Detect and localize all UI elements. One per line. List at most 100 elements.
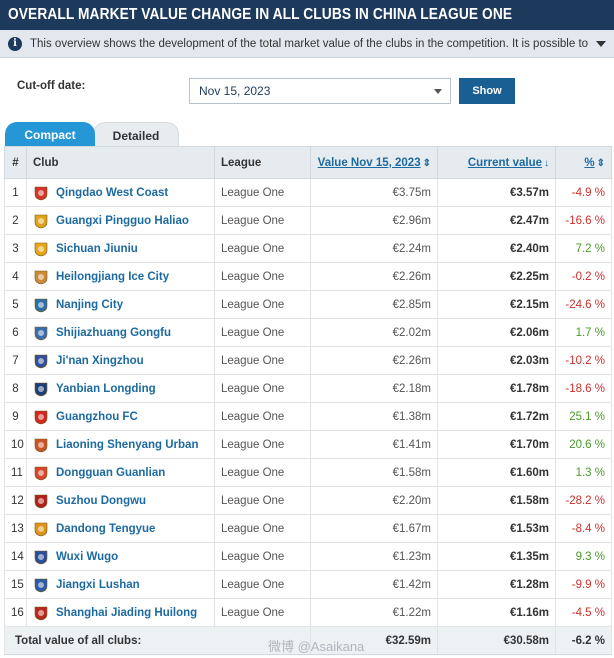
pct-change-cell: 25.1 % xyxy=(555,402,612,431)
show-button[interactable]: Show xyxy=(459,78,515,104)
pct-change-cell: -9.9 % xyxy=(555,570,612,599)
rank-cell: 7 xyxy=(4,346,27,375)
table-row: 3 Sichuan Jiuniu League One €2.24m €2.40m 7.2… xyxy=(4,234,612,263)
club-crest-icon[interactable] xyxy=(33,549,49,565)
header-value-sort[interactable]: Value Nov 15, 2023 ⇕ xyxy=(310,146,438,179)
header-current-sort[interactable]: Current value ↓ xyxy=(437,146,556,179)
table-row: 14 Wuxi Wugo League One €1.23m €1.35m 9.3 % xyxy=(4,542,612,571)
value-cell: €1.22m xyxy=(310,598,438,627)
current-value-cell: €1.28m xyxy=(437,570,556,599)
header-league: League xyxy=(214,146,311,179)
value-cell: €2.24m xyxy=(310,234,438,263)
league-cell: League One xyxy=(214,514,311,543)
current-value-cell: €2.47m xyxy=(437,206,556,235)
club-link[interactable]: Qingdao West Coast xyxy=(56,186,169,199)
page-title: OVERALL MARKET VALUE CHANGE IN ALL CLUBS… xyxy=(0,0,614,30)
tab-detailed[interactable]: Detailed xyxy=(93,122,179,148)
value-cell: €1.67m xyxy=(310,514,438,543)
table-row: 8 Yanbian Longding League One €2.18m €1.78m -… xyxy=(4,374,612,403)
value-cell: €2.02m xyxy=(310,318,438,347)
rank-cell: 6 xyxy=(4,318,27,347)
club-crest-icon[interactable] xyxy=(33,465,49,481)
club-cell: Suzhou Dongwu xyxy=(26,486,215,515)
current-value-cell: €2.40m xyxy=(437,234,556,263)
header-value-label: Value Nov 15, 2023 xyxy=(317,156,421,169)
tab-compact[interactable]: Compact xyxy=(5,122,95,148)
rank-cell: 2 xyxy=(4,206,27,235)
club-crest-icon[interactable] xyxy=(33,409,49,425)
club-link[interactable]: Liaoning Shenyang Urban xyxy=(56,438,199,451)
club-crest-icon[interactable] xyxy=(33,269,49,285)
pct-change-cell: 1.7 % xyxy=(555,318,612,347)
club-cell: Yanbian Longding xyxy=(26,374,215,403)
club-cell: Dongguan Guanlian xyxy=(26,458,215,487)
club-link[interactable]: Dandong Tengyue xyxy=(56,522,156,535)
pct-change-cell: -4.5 % xyxy=(555,598,612,627)
league-cell: League One xyxy=(214,458,311,487)
value-cell: €2.85m xyxy=(310,290,438,319)
table-row: 15 Jiangxi Lushan League One €1.42m €1.28m -9… xyxy=(4,570,612,599)
club-link[interactable]: Guangzhou FC xyxy=(56,410,138,423)
table-row: 4 Heilongjiang Ice City League One €2.26m €2… xyxy=(4,262,612,291)
current-value-cell: €1.72m xyxy=(437,402,556,431)
club-link[interactable]: Dongguan Guanlian xyxy=(56,466,166,479)
chevron-down-icon[interactable] xyxy=(596,40,606,47)
rank-cell: 14 xyxy=(4,542,27,571)
club-link[interactable]: Wuxi Wugo xyxy=(56,550,119,563)
value-cell: €1.38m xyxy=(310,402,438,431)
club-link[interactable]: Suzhou Dongwu xyxy=(56,494,147,507)
club-crest-icon[interactable] xyxy=(33,297,49,313)
club-crest-icon[interactable] xyxy=(33,325,49,341)
header-pct-label: % xyxy=(584,156,595,169)
club-cell: Liaoning Shenyang Urban xyxy=(26,430,215,459)
club-link[interactable]: Ji'nan Xingzhou xyxy=(56,354,144,367)
club-crest-icon[interactable] xyxy=(33,437,49,453)
info-text: This overview shows the development of t… xyxy=(30,37,588,50)
club-crest-icon[interactable] xyxy=(33,381,49,397)
club-crest-icon[interactable] xyxy=(33,521,49,537)
table-row: 6 Shijiazhuang Gongfu League One €2.02m €2.0… xyxy=(4,318,612,347)
pct-change-cell: 20.6 % xyxy=(555,430,612,459)
club-crest-icon[interactable] xyxy=(33,241,49,257)
club-crest-icon[interactable] xyxy=(33,577,49,593)
club-cell: Heilongjiang Ice City xyxy=(26,262,215,291)
club-crest-icon[interactable] xyxy=(33,185,49,201)
sort-icon: ⇕ xyxy=(596,157,605,169)
value-cell: €2.18m xyxy=(310,374,438,403)
rank-cell: 9 xyxy=(4,402,27,431)
current-value-cell: €1.35m xyxy=(437,542,556,571)
pct-change-cell: 1.3 % xyxy=(555,458,612,487)
club-link[interactable]: Nanjing City xyxy=(56,298,124,311)
table-row: 2 Guangxi Pingguo Haliao League One €2.96m €… xyxy=(4,206,612,235)
table-header-row: # Club League Value Nov 15, 2023 ⇕ Curren… xyxy=(4,146,612,179)
header-pct-sort[interactable]: % ⇕ xyxy=(555,146,612,179)
club-crest-icon[interactable] xyxy=(33,353,49,369)
league-cell: League One xyxy=(214,206,311,235)
current-value-cell: €1.58m xyxy=(437,486,556,515)
pct-change-cell: -8.4 % xyxy=(555,514,612,543)
current-value-cell: €1.78m xyxy=(437,374,556,403)
club-link[interactable]: Shijiazhuang Gongfu xyxy=(56,326,171,339)
table-row: 10 Liaoning Shenyang Urban League One €1.41… xyxy=(4,430,612,459)
club-crest-icon[interactable] xyxy=(33,493,49,509)
info-bar[interactable]: i This overview shows the development of… xyxy=(0,30,614,58)
cutoff-date-select[interactable]: Nov 15, 2023 xyxy=(189,78,451,104)
current-value-cell: €2.25m xyxy=(437,262,556,291)
club-link[interactable]: Heilongjiang Ice City xyxy=(56,270,170,283)
info-icon: i xyxy=(8,36,22,51)
pct-change-cell: -0.2 % xyxy=(555,262,612,291)
club-link[interactable]: Guangxi Pingguo Haliao xyxy=(56,214,189,227)
total-current-value: €30.58m xyxy=(437,626,556,655)
club-link[interactable]: Shanghai Jiading Huilong xyxy=(56,606,198,619)
league-cell: League One xyxy=(214,290,311,319)
club-crest-icon[interactable] xyxy=(33,605,49,621)
club-link[interactable]: Sichuan Jiuniu xyxy=(56,242,138,255)
view-tabs: Detailed Compact xyxy=(5,122,605,148)
club-link[interactable]: Jiangxi Lushan xyxy=(56,578,140,591)
club-crest-icon[interactable] xyxy=(33,213,49,229)
league-cell: League One xyxy=(214,486,311,515)
club-cell: Guangzhou FC xyxy=(26,402,215,431)
club-link[interactable]: Yanbian Longding xyxy=(56,382,156,395)
current-value-cell: €1.70m xyxy=(437,430,556,459)
header-rank: # xyxy=(4,146,27,179)
